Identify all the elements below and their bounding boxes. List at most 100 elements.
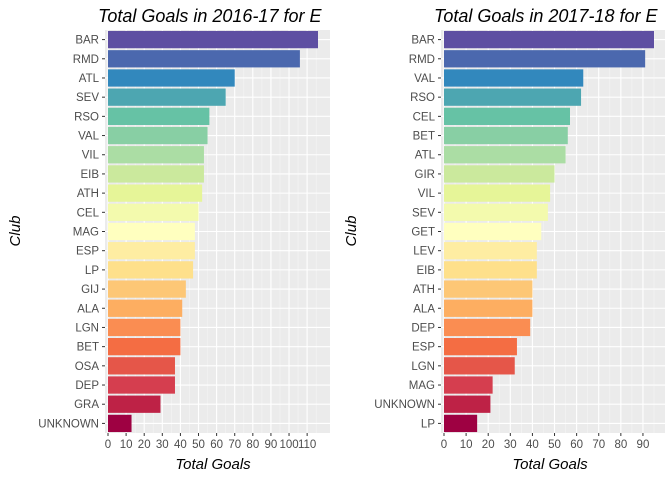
bar-cel [444,107,570,125]
x-tick-label: 30 [504,439,517,451]
x-tick-label: 50 [192,439,205,451]
x-tick-label: 30 [156,439,169,451]
y-axis-label: Club [7,216,24,247]
bars [108,30,318,433]
y-tick-label: BET [77,342,99,354]
chart-title: Total Goals in 2017-18 for E [434,6,658,26]
y-tick-label: RSO [74,111,99,123]
y-tick-label: DEP [411,322,435,334]
x-tick-label: 0 [105,439,111,451]
bar-atl [444,146,566,164]
y-tick-label: ATH [413,284,435,296]
y-tick-label: ATL [79,73,100,85]
y-tick-label: RMD [73,54,99,66]
y-tick-label: MAG [73,227,99,239]
x-tick-label: 60 [210,439,223,451]
x-tick-label: 90 [265,439,278,451]
bar-bet [444,126,568,145]
bar-dep [108,376,175,394]
y-tick-label: BAR [75,35,99,47]
bar-get [444,222,542,241]
y-tick-label: UNKNOWN [374,399,435,411]
bar-lev [444,242,537,260]
y-tick-label: LP [85,265,99,277]
y-tick-label: GRA [74,399,99,411]
bars [444,30,654,433]
x-tick-label: 60 [570,439,583,451]
bar-unknown [108,414,132,433]
bar-unknown [444,395,491,413]
chart-2016-17: Total Goals in 2016-17 for E BAR RMD ATL SE… [7,6,330,473]
bar-rso [444,88,582,106]
x-tick-label: 0 [441,439,447,451]
y-tick-label: ALA [413,303,435,315]
y-tick-label: CEL [77,207,100,219]
x-tick-label: 10 [460,439,473,451]
y-tick-label: BET [413,131,435,143]
x-tick-label: 50 [548,439,561,451]
x-axis-label: Total Goals [512,456,588,473]
y-tick-label: ATL [415,150,436,162]
x-tick-label: 100 [279,439,298,451]
bar-eib [444,261,537,279]
bar-lp [444,414,478,433]
y-tick-label: SEV [412,207,435,219]
y-tick-label: RSO [410,92,435,104]
y-tick-label: ATH [77,188,99,200]
bar-gij [108,280,186,298]
y-tick-labels: BAR RMD VAL RSO CEL BET ATL GIR VIL SEV GET LEV EIB A… [374,35,441,430]
x-axis-label: Total Goals [175,456,251,473]
bar-gir [444,165,555,183]
bar-val [444,69,584,87]
bar-val [108,126,208,145]
bar-bar [444,30,654,49]
bar-rmd [444,50,646,68]
x-tick-label: 70 [228,439,241,451]
bar-rmd [108,50,300,68]
bar-lgn [444,357,515,375]
y-tick-label: OSA [75,361,100,373]
x-tick-label: 20 [482,439,495,451]
y-tick-label: CEL [413,111,436,123]
y-tick-label: LP [421,418,435,430]
bar-mag [444,376,493,394]
y-tick-label: MAG [409,380,435,392]
bar-cel [108,203,199,221]
y-tick-label: EIB [416,265,435,277]
y-tick-label: ESP [412,342,435,354]
bar-esp [108,242,195,260]
bar-bet [108,338,181,356]
y-tick-label: LGN [411,361,435,373]
bar-dep [444,318,531,337]
y-tick-label: VAL [78,131,99,143]
y-tick-label: GIR [415,169,435,181]
y-tick-label: VAL [414,73,435,85]
bar-ath [108,184,203,202]
y-tick-label: UNKNOWN [38,418,99,430]
y-axis-label: Club [343,216,360,247]
y-tick-label: EIB [80,169,99,181]
bar-esp [444,338,517,356]
bar-osa [108,357,175,375]
chart-2017-18: Total Goals in 2017-18 for E BAR RMD VAL RS… [343,6,665,473]
x-tick-label: 20 [138,439,151,451]
y-tick-label: GET [411,227,435,239]
bar-gra [108,395,161,413]
x-tick-label: 80 [246,439,259,451]
bar-rso [108,107,210,125]
bar-mag [108,222,195,241]
bar-ath [444,280,533,298]
bar-vil [108,146,204,164]
x-tick-label: 40 [174,439,187,451]
y-tick-label: LGN [75,322,99,334]
y-tick-label: VIL [82,150,100,162]
x-tick-label: 90 [637,439,650,451]
y-tick-label: VIL [418,188,436,200]
bar-sev [108,88,226,106]
y-tick-label: DEP [75,380,99,392]
y-tick-label: BAR [411,35,435,47]
bar-sev [444,203,548,221]
y-tick-label: GIJ [81,284,99,296]
bar-atl [108,69,235,87]
